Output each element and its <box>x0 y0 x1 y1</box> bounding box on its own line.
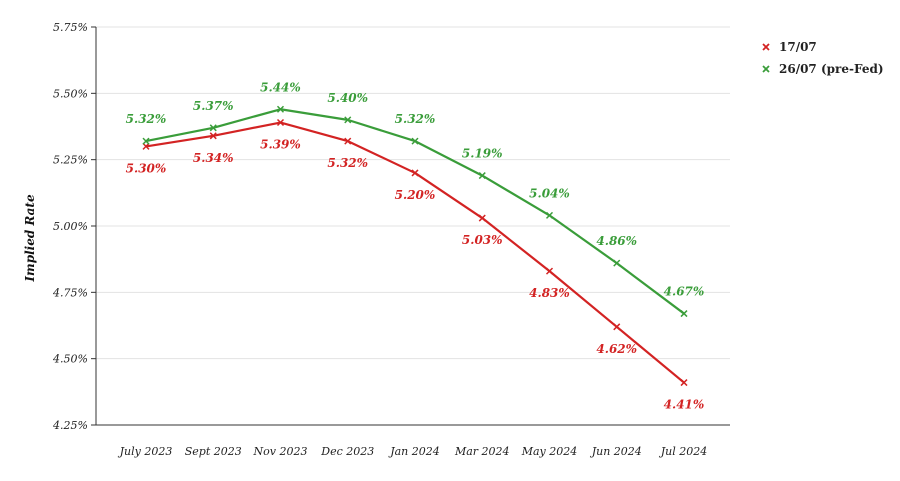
point-marker <box>411 137 419 145</box>
data-point <box>142 142 150 150</box>
data-point <box>344 116 352 124</box>
point-marker <box>478 214 486 222</box>
point-marker <box>478 172 486 180</box>
gridlines <box>96 26 730 426</box>
point-marker <box>276 118 285 127</box>
data-label: 5.44% <box>260 80 301 94</box>
data-label: 5.39% <box>260 138 301 152</box>
data-label: 5.32% <box>126 112 167 126</box>
point-marker <box>680 310 688 318</box>
legend-label: 26/07 (pre-Fed) <box>779 62 884 76</box>
y-tick-labels: 4.25% 4.50% 4.75% 5.00% 5.25% 5.50% 5.75% <box>52 21 88 432</box>
data-point <box>613 259 621 267</box>
legend-item: 17/07 <box>762 40 817 54</box>
data-point <box>209 132 217 140</box>
point-marker <box>142 137 150 145</box>
point-marker <box>680 379 688 387</box>
data-point <box>545 267 554 275</box>
point-marker <box>344 116 352 124</box>
series-1: 5.30% 5.34% 5.39% 5.32% 5.20% 5.03% 4.83% 4.62%… <box>126 118 705 412</box>
x-tick-label: Sept 2023 <box>185 445 242 458</box>
data-point <box>142 137 150 145</box>
x-tick-label: Jun 2024 <box>590 445 642 458</box>
data-label: 5.20% <box>395 188 436 202</box>
data-label: 5.30% <box>126 161 167 175</box>
data-label: 5.03% <box>462 233 503 247</box>
data-point <box>276 118 285 127</box>
x-tick-label: Jul 2024 <box>659 445 708 458</box>
y-tick-label: 5.50% <box>53 87 88 100</box>
legend-marker <box>762 43 770 51</box>
data-point <box>680 310 688 318</box>
data-label: 4.86% <box>596 234 637 248</box>
data-point <box>545 211 554 219</box>
x-tick-label: Mar 2024 <box>454 445 510 458</box>
y-tick-label: 4.75% <box>52 286 88 299</box>
point-marker <box>344 137 352 145</box>
point-marker <box>209 132 217 140</box>
legend: 17/07 26/07 (pre-Fed) <box>762 40 884 76</box>
point-marker <box>545 267 554 275</box>
point-marker <box>613 259 621 267</box>
point-marker <box>613 323 621 331</box>
data-label: 5.34% <box>193 151 234 165</box>
data-label: 4.62% <box>596 342 637 356</box>
x-tick-label: Dec 2023 <box>320 445 374 458</box>
x-tick-label: Jan 2024 <box>388 445 440 458</box>
y-tick-label: 5.25% <box>53 154 88 167</box>
data-point <box>209 124 217 132</box>
data-label: 5.04% <box>529 186 570 200</box>
series-group: 5.30% 5.34% 5.39% 5.32% 5.20% 5.03% 4.83% 4.62%… <box>126 80 705 411</box>
legend-label: 17/07 <box>779 40 817 54</box>
data-label: 5.40% <box>327 91 368 105</box>
data-label: 5.32% <box>395 112 436 126</box>
data-label: 5.37% <box>193 99 234 113</box>
legend-item: 26/07 (pre-Fed) <box>762 62 884 76</box>
data-point <box>276 105 285 113</box>
point-marker <box>209 124 217 132</box>
y-tick-label: 5.75% <box>53 21 88 34</box>
data-label: 4.67% <box>664 285 705 299</box>
data-point <box>411 137 419 145</box>
data-label: 4.41% <box>664 398 705 412</box>
y-tick-label: 4.50% <box>52 353 88 366</box>
point-marker <box>411 169 419 177</box>
point-marker <box>545 211 554 219</box>
axes <box>91 26 730 426</box>
y-tick-label: 5.00% <box>53 220 88 233</box>
data-label: 5.32% <box>327 156 368 170</box>
y-tick-label: 4.25% <box>52 419 88 432</box>
data-point <box>478 214 486 222</box>
y-axis-title: Implied Rate <box>23 194 37 283</box>
data-point <box>344 137 352 145</box>
data-point <box>411 169 419 177</box>
legend-marker <box>762 65 770 73</box>
point-marker <box>276 105 285 113</box>
data-label: 5.19% <box>462 147 503 161</box>
data-label: 4.83% <box>529 286 570 300</box>
x-tick-labels: July 2023 Sept 2023 Nov 2023 Dec 2023 Jan 20… <box>118 445 708 458</box>
data-point <box>680 379 688 387</box>
x-tick-label: July 2023 <box>118 445 173 458</box>
x-tick-label: May 2024 <box>521 445 578 458</box>
series-line <box>145 108 685 315</box>
data-point <box>613 323 621 331</box>
series-2: 5.32% 5.37% 5.44% 5.40% 5.32% 5.19% 5.04% 4.86%… <box>126 80 705 318</box>
x-tick-label: Nov 2023 <box>253 445 308 458</box>
data-point <box>478 172 486 180</box>
point-marker <box>142 142 150 150</box>
